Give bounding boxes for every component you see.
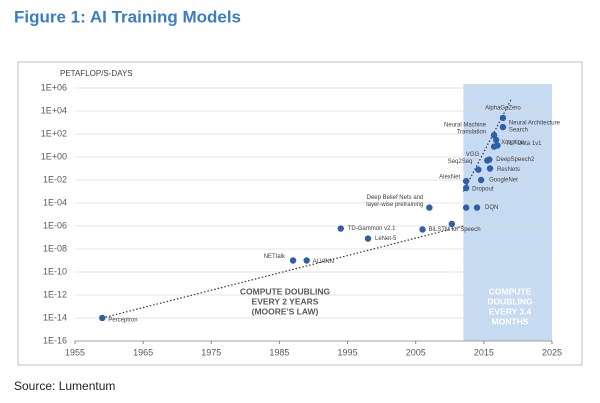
point-label: Seq2Seq — [448, 159, 473, 165]
y-tick-label: 1E+02 — [41, 128, 67, 138]
x-tick-label: 1955 — [65, 347, 85, 357]
source: Source: Lumentum — [14, 379, 115, 393]
annotation: (MOORE'S LAW) — [252, 306, 319, 316]
annotation: EVERY 3.4 — [489, 306, 532, 316]
annotation: DOUBLING — [487, 296, 533, 306]
data-point — [499, 114, 507, 122]
x-tick-label: 1965 — [133, 347, 153, 357]
chart-title: Figure 1: AI Training Models — [14, 7, 241, 26]
x-tick-label: 2005 — [406, 347, 426, 357]
data-point — [303, 257, 310, 264]
data-point — [492, 136, 500, 144]
point-label: VGG — [466, 152, 480, 158]
y-tick-label: 1E-02 — [43, 174, 67, 184]
data-point — [462, 204, 470, 211]
point-label: Translation — [457, 130, 486, 136]
shaded-region — [463, 84, 552, 341]
data-point — [462, 177, 470, 185]
point-label: Neural Machine — [444, 123, 487, 129]
annotation: COMPUTE DOUBLING — [240, 286, 331, 296]
point-label: Deep Belief Nets and — [367, 195, 424, 201]
point-label: Neural Architecture — [509, 121, 561, 127]
y-tick-label: 1E+04 — [41, 105, 67, 115]
point-label: DQN — [485, 205, 498, 211]
point-label: DeepSpeech2 — [496, 157, 535, 163]
data-point — [462, 184, 470, 192]
point-label: BiLSTM for Speech — [429, 227, 481, 233]
point-label: Search — [509, 128, 528, 134]
y-tick-label: 1E+00 — [41, 151, 67, 161]
point-label: AlphaGoZero — [485, 106, 521, 112]
x-tick-label: 1985 — [269, 347, 289, 357]
point-label: Perceptron — [108, 318, 137, 324]
data-point — [477, 176, 485, 184]
data-point — [490, 131, 498, 139]
data-point — [475, 166, 482, 173]
data-point — [99, 314, 106, 322]
data-point — [473, 204, 481, 211]
y-tick-label: 1E+06 — [41, 82, 67, 92]
data-point — [499, 123, 507, 131]
annotation: MONTHS — [492, 316, 529, 326]
x-tick-label: 2015 — [474, 347, 494, 357]
point-label: LeNet-5 — [375, 236, 397, 242]
y-tick-label: 1E-14 — [43, 312, 67, 322]
data-point — [486, 156, 493, 163]
x-tick-label: 1995 — [338, 347, 358, 357]
y-tick-label: 1E-08 — [43, 243, 67, 253]
y-tick-label: 1E-10 — [43, 266, 67, 276]
data-point — [337, 225, 344, 232]
data-point — [486, 165, 494, 172]
data-point — [448, 220, 456, 228]
x-tick-label: 1975 — [201, 347, 221, 357]
point-label: Dropout — [472, 187, 494, 193]
annotation: EVERY 2 YEARS — [252, 296, 319, 306]
y-tick-label: 1E-16 — [43, 335, 67, 345]
y-tick-label: 1E-06 — [43, 220, 67, 230]
data-point — [364, 235, 372, 242]
data-point — [419, 226, 426, 233]
annotation: COMPUTE — [489, 286, 532, 296]
point-label: T17 Dota 1v1 — [505, 141, 542, 147]
point-label: NETtalk — [264, 254, 286, 260]
point-label: AlexNet — [439, 175, 460, 181]
point-label: ResNets — [497, 167, 520, 173]
x-tick-label: 2025 — [542, 347, 562, 357]
data-point — [289, 257, 297, 264]
y-tick-label: 1E-04 — [43, 197, 67, 207]
point-label: layer-wise pretraining — [366, 202, 423, 208]
data-point — [494, 142, 501, 149]
point-label: GoogleNet — [489, 178, 518, 184]
y-axis-label: PETAFLOP/S-DAYS — [60, 69, 133, 78]
y-tick-label: 1E-12 — [43, 289, 67, 299]
point-label: Xception — [501, 140, 524, 146]
trend-line — [102, 225, 464, 319]
point-label: TD-Gammon v2.1 — [348, 226, 396, 232]
data-point — [426, 204, 433, 211]
point-label: ALVINN — [313, 259, 334, 265]
